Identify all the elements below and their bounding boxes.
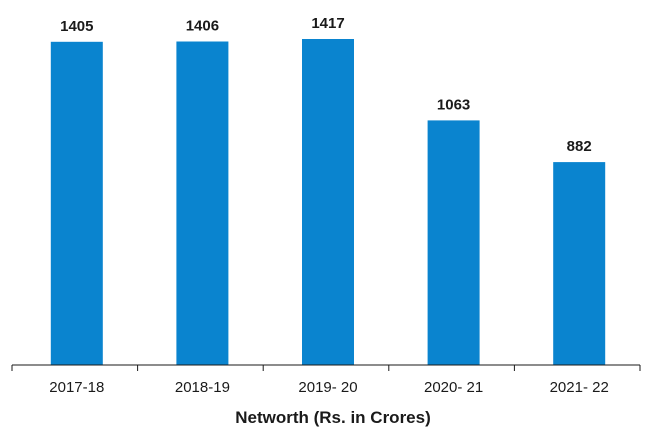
bar-2021-22	[553, 162, 606, 365]
bar-value-label: 1417	[311, 15, 344, 32]
x-axis-title: Networth (Rs. in Crores)	[235, 408, 431, 427]
x-tick-label: 2021- 22	[550, 379, 609, 396]
x-tick-labels-group: 2017-18 2018-19 2019- 20 2020- 21 2021- 22	[49, 379, 609, 396]
bars-group	[50, 39, 606, 366]
bar-2017-18	[50, 41, 103, 366]
bar-value-label: 882	[567, 138, 592, 155]
x-tick-label: 2019- 20	[298, 379, 357, 396]
x-axis-ticks-group	[11, 365, 641, 371]
bar-2020-21	[427, 120, 480, 366]
x-tick-label: 2018-19	[175, 379, 230, 396]
data-labels-group: 1405 1406 1417 1063 882	[60, 15, 592, 155]
bar-value-label: 1406	[186, 18, 219, 35]
bar-value-label: 1405	[60, 18, 93, 35]
x-tick-label: 2017-18	[49, 379, 104, 396]
bar-2019-20	[302, 39, 354, 365]
bar-2018-19	[176, 41, 229, 365]
bar-value-label: 1063	[437, 96, 470, 113]
x-tick-label: 2020- 21	[424, 379, 483, 396]
